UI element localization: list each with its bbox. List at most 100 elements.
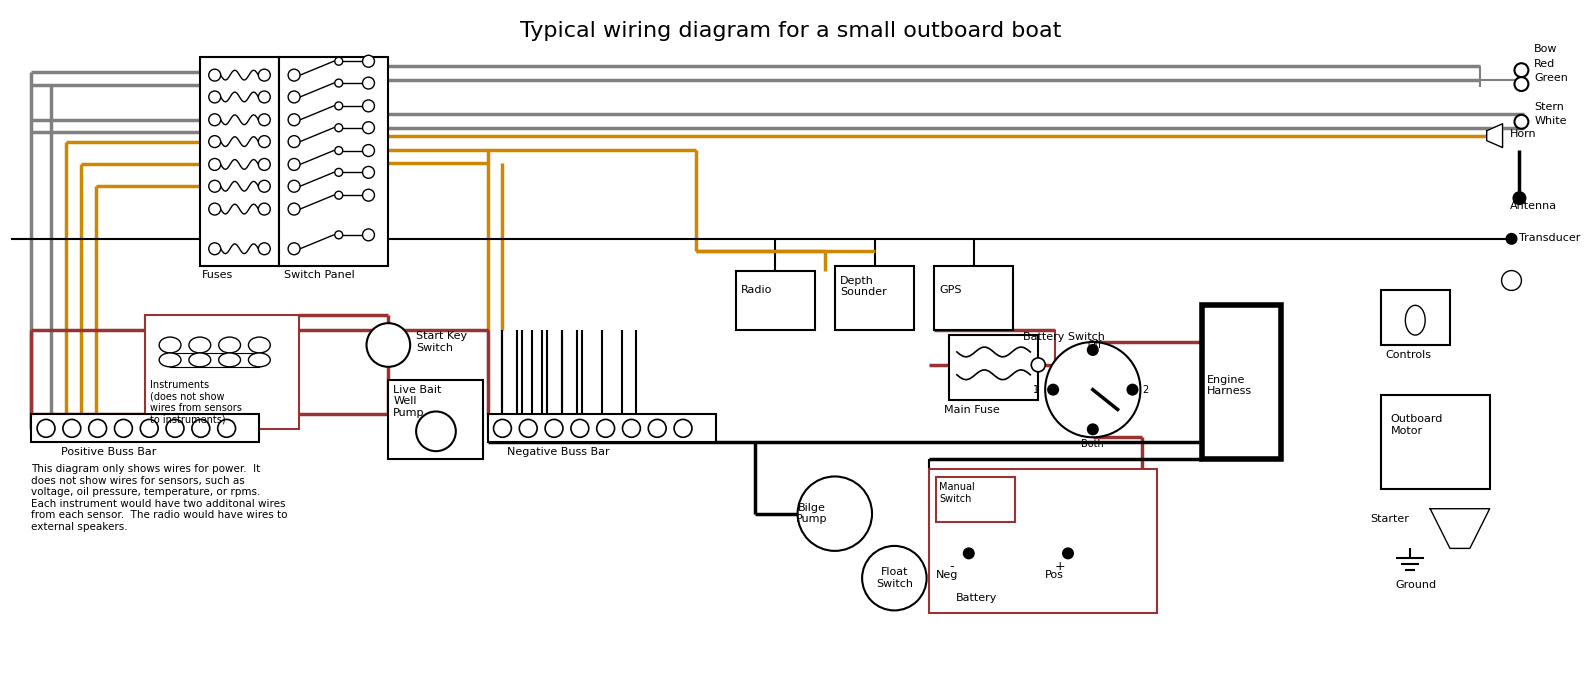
Text: Manual
Switch: Manual Switch [939,482,974,504]
Text: Battery Switch: Battery Switch [1024,332,1105,342]
Circle shape [366,323,411,367]
Ellipse shape [798,477,872,551]
Polygon shape [1487,124,1503,148]
Circle shape [416,411,455,451]
Bar [736,271,815,330]
Circle shape [209,203,221,215]
Circle shape [166,419,185,437]
Circle shape [1127,385,1137,395]
Circle shape [258,158,271,171]
Bar [279,57,388,265]
Circle shape [258,69,271,81]
Circle shape [288,203,299,215]
Text: This diagram only shows wires for power.  It
does not show wires for sensors, su: This diagram only shows wires for power.… [32,464,288,532]
Text: Off: Off [1087,340,1102,350]
Circle shape [37,419,56,437]
Text: Typical wiring diagram for a small outboard boat: Typical wiring diagram for a small outbo… [521,21,1062,41]
Text: 2: 2 [1143,385,1149,395]
Text: -: - [949,560,954,574]
Bar [201,57,279,265]
Bar [1202,305,1282,459]
Circle shape [258,135,271,148]
Circle shape [258,180,271,192]
Ellipse shape [863,546,927,610]
Circle shape [1514,192,1525,204]
Ellipse shape [248,353,271,367]
Circle shape [363,167,374,178]
Text: Switch Panel: Switch Panel [283,269,355,280]
Ellipse shape [1406,305,1425,335]
Bar [834,265,914,330]
Circle shape [288,135,299,148]
Bar [930,469,1157,613]
Circle shape [334,191,342,199]
Circle shape [209,91,221,103]
Text: Antenna: Antenna [1509,201,1557,211]
Text: Stern: Stern [1535,102,1565,112]
Circle shape [288,69,299,81]
Circle shape [258,243,271,255]
Circle shape [193,419,210,437]
Bar [935,265,1014,330]
Circle shape [363,122,374,133]
Text: Instruments
(does not show
wires from sensors
to instruments): Instruments (does not show wires from se… [150,380,242,424]
Circle shape [648,419,665,437]
Circle shape [363,55,374,67]
Circle shape [209,135,221,148]
Circle shape [544,419,564,437]
Ellipse shape [159,353,181,367]
Bar [388,380,482,459]
Circle shape [89,419,107,437]
Circle shape [334,102,342,110]
Text: Controls: Controls [1385,350,1431,360]
Circle shape [258,203,271,215]
Circle shape [1046,342,1140,437]
Circle shape [64,419,81,437]
Circle shape [1514,115,1528,129]
Text: Main Fuse: Main Fuse [944,404,1000,415]
Circle shape [209,114,221,126]
Text: Ground: Ground [1396,580,1436,590]
Text: White: White [1535,116,1567,126]
Text: Bow: Bow [1535,44,1559,55]
Circle shape [209,180,221,192]
Circle shape [258,91,271,103]
Circle shape [288,243,299,255]
Circle shape [1501,271,1522,290]
Circle shape [363,100,374,112]
Text: Outboard
Motor: Outboard Motor [1390,415,1442,436]
Text: +: + [1055,560,1065,574]
Text: Green: Green [1535,73,1568,83]
Ellipse shape [189,353,210,367]
Circle shape [1048,385,1059,395]
Circle shape [363,189,374,201]
Text: Neg: Neg [936,570,958,580]
Circle shape [288,91,299,103]
Text: Transducer: Transducer [1519,233,1581,243]
Circle shape [209,69,221,81]
Circle shape [1032,358,1046,372]
Circle shape [334,57,342,65]
Circle shape [1514,77,1528,91]
Text: Starter: Starter [1371,513,1409,524]
Circle shape [140,419,158,437]
Circle shape [1506,234,1517,244]
Text: Fuses: Fuses [202,269,232,280]
Text: Engine
Harness: Engine Harness [1207,375,1251,397]
Circle shape [1514,63,1528,77]
Bar [1380,395,1490,489]
Text: Battery: Battery [955,593,997,603]
Text: Depth
Sounder: Depth Sounder [841,276,887,297]
Bar [32,415,259,442]
Text: Positive Buss Bar: Positive Buss Bar [60,447,156,457]
Bar [936,477,1016,522]
Text: Float
Switch: Float Switch [876,567,912,589]
Bar [1380,290,1450,345]
Circle shape [363,229,374,241]
Circle shape [963,549,974,558]
Circle shape [334,146,342,155]
Text: Red: Red [1535,59,1555,69]
Circle shape [288,180,299,192]
Ellipse shape [218,337,240,353]
Circle shape [622,419,640,437]
